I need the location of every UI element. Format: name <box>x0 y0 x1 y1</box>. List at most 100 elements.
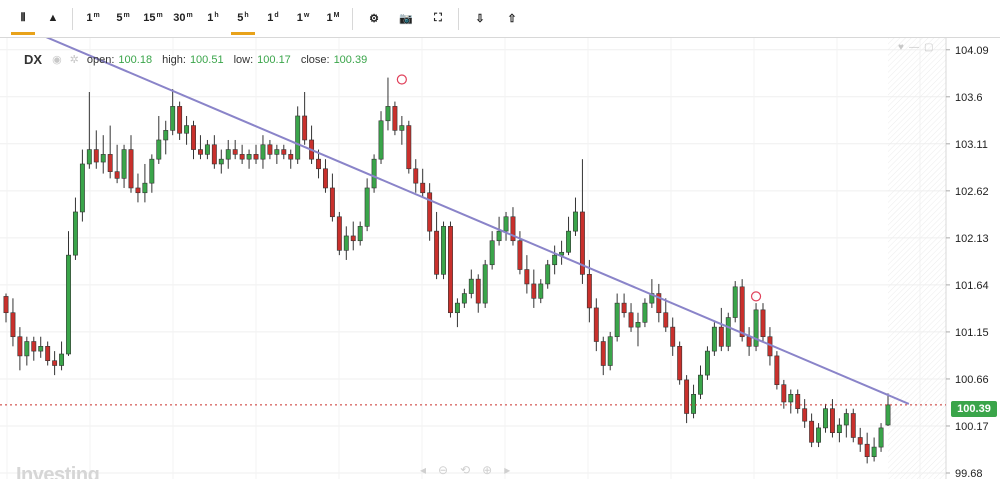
candle-body <box>836 424 842 433</box>
candle-body <box>295 115 301 160</box>
candle-body <box>177 106 183 134</box>
candle-body <box>809 420 815 443</box>
low-value: 100.17 <box>257 53 291 66</box>
candle-body <box>329 187 335 218</box>
close-label: close: <box>300 53 330 66</box>
y-tick-label: 100.17 <box>955 421 989 433</box>
candle-body <box>406 125 412 170</box>
candle-body <box>281 149 287 155</box>
candle-body <box>468 278 474 294</box>
candle-body <box>885 404 891 426</box>
candle-body <box>746 336 752 347</box>
candle-body <box>635 322 641 328</box>
candlestick-icon[interactable]: ⫴ <box>8 4 38 35</box>
gear-icon[interactable]: ⚙ <box>369 12 379 25</box>
candle-body <box>829 408 835 433</box>
candle-body <box>350 235 356 242</box>
candle-body <box>31 341 37 352</box>
y-tick-label: 100.66 <box>955 374 989 386</box>
candle-body <box>100 154 106 163</box>
candle-body <box>823 408 828 429</box>
high-value: 100.51 <box>189 53 224 66</box>
candle-body <box>204 144 210 155</box>
candle-body <box>232 149 238 155</box>
heart-icon[interactable]: ♥ <box>898 42 904 53</box>
symbol-label: DX <box>24 52 43 67</box>
trendline-anchor <box>750 291 762 302</box>
price-chart[interactable]: 104.09 103.6 103.11 102.62 102.13 101.64 101.1… <box>0 38 1000 479</box>
candle-body <box>371 158 377 189</box>
zoom-out-icon[interactable]: ⊖ <box>438 463 449 477</box>
candle-body <box>239 154 245 160</box>
camera-icon[interactable]: 📷 <box>399 12 413 25</box>
candle-body <box>288 154 294 160</box>
candle-body <box>107 154 113 172</box>
candle-body <box>677 346 683 381</box>
toolbar-divider <box>458 8 459 30</box>
y-tick-label: 99.68 <box>955 468 983 479</box>
reset-icon[interactable]: ⟲ <box>460 463 471 477</box>
candle-body <box>93 149 99 163</box>
candle-body <box>656 293 662 314</box>
pane-controls: ♥ — ▢ <box>898 42 933 53</box>
open-label: open: <box>86 53 115 66</box>
candle-body <box>732 286 738 318</box>
candle-body <box>163 130 169 141</box>
cloud-download-icon[interactable]: ⇩ <box>475 12 485 25</box>
candle-body <box>364 187 370 227</box>
candle-body <box>52 360 58 366</box>
candle-body <box>461 293 467 304</box>
candle-body <box>663 312 669 328</box>
interval-15m-button[interactable]: 15 m <box>143 11 163 25</box>
eye-icon[interactable]: ◉ <box>52 54 62 66</box>
settings-small-icon[interactable]: ✲ <box>69 54 79 66</box>
maximize-icon[interactable]: ▢ <box>923 42 934 53</box>
chart-navigation: ◂ ⊖ ⟲ ⊕ ▸ <box>420 463 510 477</box>
candle-body <box>739 286 745 338</box>
scroll-right-icon[interactable]: ▸ <box>504 463 511 477</box>
candle-body <box>448 226 453 314</box>
candle-body <box>267 144 273 155</box>
candle-body <box>427 192 433 232</box>
candle-body <box>691 394 696 414</box>
candle-body <box>857 437 863 445</box>
candle-body <box>760 309 766 338</box>
candle-body <box>260 144 266 160</box>
candle-body <box>864 443 870 457</box>
close-value: 100.39 <box>333 53 368 66</box>
candle-body <box>343 235 349 251</box>
interval-30m-button[interactable]: 30 m <box>173 11 193 25</box>
scroll-left-icon[interactable]: ◂ <box>420 463 427 477</box>
candle-body <box>670 326 676 347</box>
candle-body <box>323 168 328 189</box>
minimize-icon[interactable]: — <box>908 42 919 53</box>
candle-body <box>788 394 794 403</box>
candle-body <box>128 149 134 189</box>
cloud-upload-icon[interactable]: ⇧ <box>507 12 517 25</box>
candle-body <box>725 317 731 347</box>
candle-body <box>545 264 551 285</box>
toolbar-divider <box>72 8 73 30</box>
candle-body <box>225 149 231 160</box>
high-label: high: <box>162 53 186 66</box>
area-chart-icon[interactable]: ▲ <box>47 12 59 24</box>
candle-body <box>72 211 78 256</box>
candle-body <box>496 230 502 242</box>
fullscreen-icon[interactable]: ⛶ <box>434 11 442 24</box>
y-tick-label: 101.64 <box>955 280 989 292</box>
candle-body <box>628 312 634 328</box>
candle-body <box>434 230 440 275</box>
candle-body <box>274 149 280 155</box>
candle-body <box>66 254 71 355</box>
zoom-in-icon[interactable]: ⊕ <box>482 463 493 477</box>
candle-body <box>156 139 162 160</box>
candle-body <box>524 269 530 285</box>
candle-body <box>795 394 801 409</box>
